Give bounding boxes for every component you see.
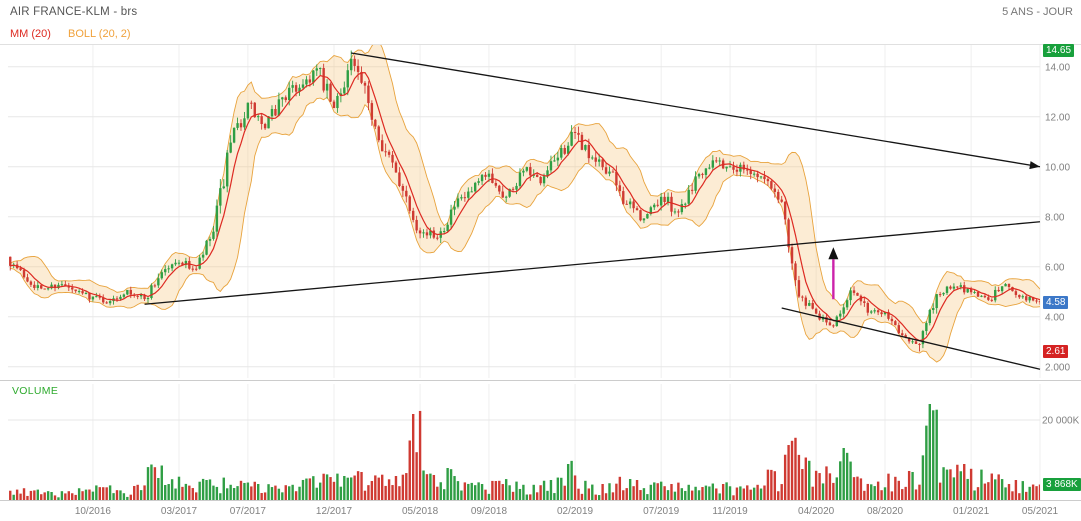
svg-text:01/2021: 01/2021 <box>953 506 990 517</box>
period-low-badge: 2.61 <box>1043 345 1069 358</box>
svg-text:6.00: 6.00 <box>1045 262 1065 273</box>
instrument-title: AIR FRANCE-KLM - brs <box>10 6 138 18</box>
svg-text:04/2020: 04/2020 <box>798 506 835 517</box>
svg-text:07/2019: 07/2019 <box>643 506 680 517</box>
svg-text:10.00: 10.00 <box>1045 162 1070 173</box>
svg-text:8.00: 8.00 <box>1045 212 1065 223</box>
svg-text:02/2019: 02/2019 <box>557 506 594 517</box>
svg-text:14.00: 14.00 <box>1045 62 1070 73</box>
svg-text:09/2018: 09/2018 <box>471 506 508 517</box>
legend-mm20[interactable]: MM (20) <box>10 28 51 40</box>
legend-bollinger[interactable]: BOLL (20, 2) <box>68 28 131 40</box>
period-high-badge: 14.65 <box>1043 44 1075 57</box>
svg-text:11/2019: 11/2019 <box>712 506 748 517</box>
last-volume-badge: 3 868K <box>1043 478 1081 491</box>
svg-text:20 000K: 20 000K <box>1042 416 1080 427</box>
svg-text:05/2021: 05/2021 <box>1022 506 1059 517</box>
svg-text:12/2017: 12/2017 <box>316 506 353 517</box>
indicator-legend: MM (20) BOLL (20, 2) <box>10 28 131 40</box>
svg-text:05/2018: 05/2018 <box>402 506 439 517</box>
volume-panel-label: VOLUME <box>12 385 59 397</box>
svg-text:07/2017: 07/2017 <box>230 506 267 517</box>
timeframe-selector[interactable]: 5 ANS - JOUR <box>1002 6 1073 18</box>
svg-text:4.00: 4.00 <box>1045 312 1065 323</box>
svg-text:08/2020: 08/2020 <box>867 506 904 517</box>
svg-text:12.00: 12.00 <box>1045 112 1070 123</box>
last-price-badge: 4.58 <box>1043 296 1069 309</box>
svg-text:03/2017: 03/2017 <box>161 506 198 517</box>
svg-text:10/2016: 10/2016 <box>75 506 112 517</box>
svg-text:2.000: 2.000 <box>1045 362 1070 373</box>
